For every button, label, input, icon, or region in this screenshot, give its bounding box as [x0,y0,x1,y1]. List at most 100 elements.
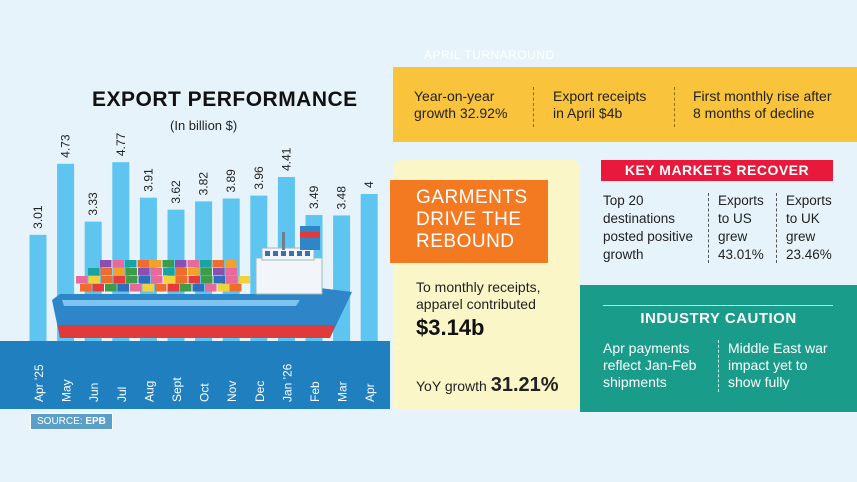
garments-heading-box [390,180,548,263]
april-item-line: in April $4b [553,105,623,121]
caution-item-line: show fully [728,374,790,390]
divider [603,305,833,306]
value-label-10: 3.49 [307,185,321,209]
cargo-container [126,276,138,284]
cargo-container [180,284,192,292]
caution-item-middle-east: Middle East war impact yet to show fully [728,340,828,391]
cargo-container [201,276,213,284]
cargo-container [163,276,175,284]
cargo-container [225,260,237,268]
cargo-container [137,260,149,268]
april-item-line: First monthly rise after [693,88,832,104]
garments-heading: GARMENTS DRIVE THE REBOUND [416,187,528,253]
month-labels-group: Apr '25 May Jun Jul Aug Sept Oct Nov Dec Jan '26 F… [32,363,377,402]
chart-title: EXPORT PERFORMANCE [92,88,358,111]
april-item-line: Export receipts [553,88,647,104]
cargo-container [117,284,129,292]
cargo-container [200,268,212,276]
month-label-0: Apr '25 [32,364,46,402]
cargo-container [142,284,154,292]
cargo-container [138,268,150,276]
bridge-window [297,251,302,256]
ship-mast [282,232,285,250]
april-turnaround-band [393,67,857,142]
value-label-1: 4.73 [59,134,73,158]
garments-yoy: YoY growth 31.21% [416,374,559,397]
garments-body-line: apparel contributed [416,296,536,312]
value-label-5: 3.62 [169,180,183,204]
month-label-8: Dec [253,381,267,402]
bar-0 [29,234,47,341]
month-band [0,341,390,409]
ship-hull-stripe [58,325,335,338]
value-label-11: 3.48 [335,186,349,210]
garments-value: $3.14b [416,315,485,340]
cargo-container [138,276,150,284]
markets-item-line: grew [718,229,748,244]
markets-item-line: Exports [718,193,764,208]
cargo-container [88,276,100,284]
caution-item-line: impact yet to [728,357,808,373]
source-value: EPB [85,416,106,427]
value-label-0: 3.01 [31,205,45,229]
month-label-5: Sept [170,377,184,402]
markets-item-line: to UK [786,211,820,226]
garments-body-line: To monthly receipts, [416,279,541,295]
cargo-container [130,284,142,292]
garments-heading-line: REBOUND [416,231,515,252]
divider [776,193,777,263]
cargo-container [100,260,112,268]
value-label-2: 3.33 [86,192,100,216]
ship-funnel-band [300,232,320,238]
divider [533,87,534,127]
cargo-container [113,276,125,284]
caution-item-line: reflect Jan-Feb [603,357,697,373]
month-label-9: Jan '26 [280,363,294,402]
cargo-container [150,268,162,276]
month-label-1: May [60,379,74,402]
bridge-window [281,251,286,256]
markets-item-line: Exports [786,193,832,208]
month-label-7: Nov [225,381,239,402]
cargo-container [175,260,187,268]
cargo-container [192,284,204,292]
markets-item-line: posted positive [603,229,694,244]
cargo-container [213,268,225,276]
cargo-container [162,260,174,268]
cargo-container [125,260,137,268]
cargo-container [187,260,199,268]
markets-item-line: destinations [603,211,676,226]
cargo-ship-illustration [52,226,352,338]
markets-item-line: Top 20 [603,193,644,208]
cargo-container [238,276,250,284]
caution-item-payments: Apr payments reflect Jan-Feb shipments [603,340,696,391]
value-label-8: 3.96 [252,166,266,190]
april-item-receipts: Export receipts in April $4b [553,88,646,122]
garments-yoy-value: 31.21% [490,374,559,396]
cargo-container [101,276,113,284]
ship-bridge [255,257,323,295]
month-label-4: Aug [142,381,156,402]
source-label: SOURCE: [37,416,83,427]
cargo-container [112,260,124,268]
cargo-container [113,268,125,276]
key-markets-heading: KEY MARKETS RECOVER [601,160,833,181]
divider [708,193,709,263]
april-item-first-rise: First monthly rise after 8 months of dec… [693,88,831,122]
month-label-11: Mar [336,381,350,402]
cargo-container [155,284,167,292]
cargo-container [100,268,112,276]
value-labels-group: 3.01 4.73 3.33 4.77 3.91 3.62 3.82 3.89 3.96 4.41… [31,132,376,228]
value-label-3: 4.77 [114,132,128,156]
bar-12 [360,193,378,341]
divider [718,340,719,392]
markets-item-line: to US [718,211,752,226]
caution-item-line: Apr payments [603,340,690,356]
cargo-container [151,276,163,284]
month-label-2: Jun [87,383,101,402]
month-label-3: Jul [115,387,129,402]
cargo-container [88,268,100,276]
value-label-9: 4.41 [279,147,293,171]
markets-item-line: 43.01% [718,247,764,262]
